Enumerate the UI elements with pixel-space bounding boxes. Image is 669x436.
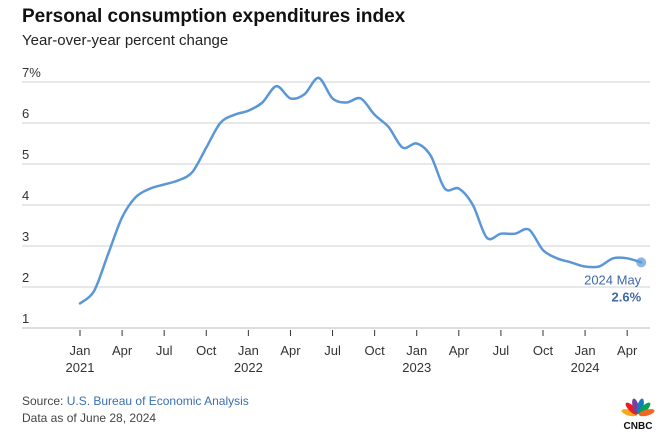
x-tick-month: Jan: [238, 343, 259, 358]
source-link[interactable]: U.S. Bureau of Economic Analysis: [66, 394, 249, 408]
x-tick-month: Apr: [617, 343, 638, 358]
x-tick-month: Jul: [156, 343, 173, 358]
y-tick-label: 5: [22, 147, 29, 162]
x-tick-month: Oct: [533, 343, 554, 358]
x-tick-year: 2021: [66, 360, 95, 375]
annotation-value: 2.6%: [612, 289, 642, 304]
x-tick-month: Oct: [196, 343, 217, 358]
x-tick-year: 2024: [571, 360, 600, 375]
x-tick-year: 2023: [402, 360, 431, 375]
x-tick-month: Jul: [493, 343, 510, 358]
x-tick-month: Apr: [112, 343, 133, 358]
annotation-label: 2024 May: [584, 272, 642, 287]
line-chart: 1 2 3 4 5 6 7% Jan 2021 Apr Jul Oct Jan 2022 Apr Jul Oc…: [22, 65, 650, 375]
y-tick-label: 1: [22, 311, 29, 326]
latest-point: [636, 257, 647, 268]
x-tick-month: Oct: [365, 343, 386, 358]
x-tick-month: Jan: [70, 343, 91, 358]
y-tick-label: 6: [22, 106, 29, 121]
x-tick-month: Jan: [406, 343, 427, 358]
source-prefix: Source:: [22, 394, 67, 408]
series-line: [78, 76, 643, 305]
y-tick-label: 2: [22, 270, 29, 285]
svg-text:CNBC: CNBC: [624, 421, 653, 432]
chart-title: Personal consumption expenditures index: [22, 6, 406, 27]
x-tick-month: Apr: [280, 343, 301, 358]
cnbc-logo: CNBC: [620, 398, 656, 432]
x-tick-year: 2022: [234, 360, 263, 375]
y-tick-label: 4: [22, 188, 29, 203]
x-tick-month: Jan: [575, 343, 596, 358]
source-note: Source: U.S. Bureau of Economic Analysis: [22, 394, 249, 408]
data-date: Data as of June 28, 2024: [22, 411, 157, 425]
y-tick-label: 7%: [22, 65, 41, 80]
chart-subtitle: Year-over-year percent change: [22, 32, 229, 49]
y-tick-label: 3: [22, 229, 29, 244]
x-tick-month: Apr: [449, 343, 470, 358]
x-tick-month: Jul: [324, 343, 341, 358]
